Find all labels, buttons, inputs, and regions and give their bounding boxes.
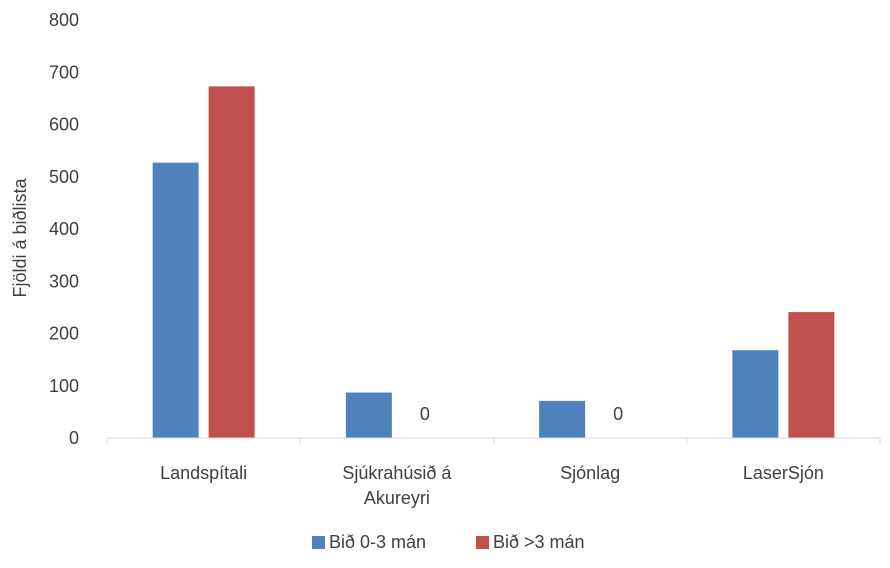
y-tick-label: 0 <box>69 428 79 448</box>
bars <box>152 86 835 439</box>
y-axis: 0 100 200 300 400 500 600 700 800 <box>49 10 79 448</box>
x-tick-label: Sjónlag <box>560 463 620 483</box>
x-axis: Landspítali Sjúkrahúsið á Akureyri Sjónlag L… <box>106 437 881 508</box>
x-tick-label: LaserSjón <box>743 463 824 483</box>
y-tick-label: 100 <box>49 376 79 396</box>
legend-swatch <box>312 536 325 549</box>
y-axis-title: Fjöldi á biðlista <box>10 177 30 297</box>
y-tick-label: 400 <box>49 219 79 239</box>
y-tick-label: 200 <box>49 324 79 344</box>
x-tick-label: Sjúkrahúsið á Akureyri <box>342 463 452 508</box>
legend: Bið 0-3 mán Bið >3 mán <box>312 532 585 552</box>
legend-label: Bið 0-3 mán <box>329 532 426 552</box>
bar <box>208 86 255 439</box>
bar <box>788 312 835 438</box>
y-tick-label: 600 <box>49 115 79 135</box>
bar <box>345 392 392 438</box>
legend-label: Bið >3 mán <box>493 532 585 552</box>
y-tick-label: 500 <box>49 167 79 187</box>
bar <box>152 162 199 438</box>
bar <box>539 400 586 438</box>
y-tick-label: 700 <box>49 62 79 82</box>
legend-swatch <box>476 536 489 549</box>
x-tick-label: Landspítali <box>160 463 247 483</box>
y-tick-label: 300 <box>49 271 79 291</box>
bar <box>732 350 779 438</box>
y-tick-label: 800 <box>49 10 79 30</box>
data-label: 0 <box>420 404 430 424</box>
data-label: 0 <box>613 404 623 424</box>
